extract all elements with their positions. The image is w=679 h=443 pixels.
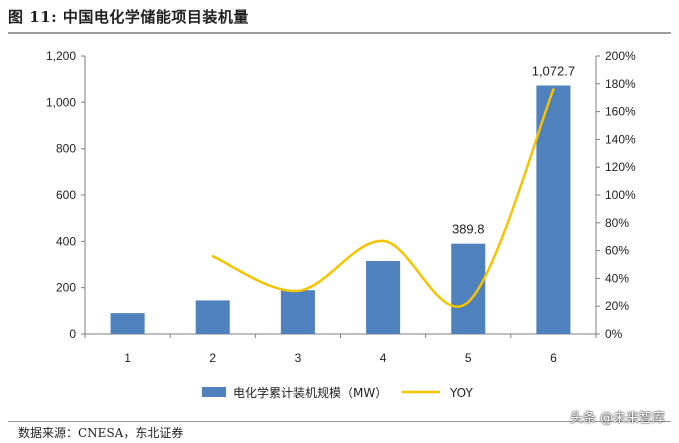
y-left-tick-label: 1,200 <box>46 49 76 63</box>
bar <box>451 243 486 334</box>
x-tick-label: 3 <box>295 351 302 365</box>
chart: 0 200 400 600 800 1,000 1,200 0% 20% 40% 60% 80% 100… <box>46 49 636 400</box>
bar-data-label: 1,072.7 <box>532 63 575 78</box>
x-tick-label: 4 <box>380 351 387 365</box>
x-tick-label: 2 <box>209 351 216 365</box>
source-note: 数据来源：CNESA，东北证券 <box>18 426 184 440</box>
bar <box>195 300 230 334</box>
bar <box>366 261 401 334</box>
watermark: 头条 @未来智库 <box>569 411 665 426</box>
bar <box>110 313 145 334</box>
x-tick-label: 1 <box>124 351 131 365</box>
y-right-tick-label: 160% <box>605 105 636 119</box>
line-series <box>211 88 555 308</box>
y-right-tick-label: 100% <box>605 188 636 202</box>
source-divider <box>8 421 671 422</box>
y-right-tick-label: 40% <box>605 271 629 285</box>
y-right-tick-label: 60% <box>605 244 629 258</box>
y-left-tick-label: 600 <box>56 188 76 202</box>
bar-series <box>110 85 571 334</box>
y-right-tick-label: 200% <box>605 49 636 63</box>
y-right-tick-label: 180% <box>605 77 636 91</box>
x-tick-label: 5 <box>465 351 472 365</box>
legend-label-line: YOY <box>449 386 473 400</box>
x-tick-label: 6 <box>550 351 557 365</box>
legend-swatch-bar <box>202 387 226 397</box>
y-left-tick-label: 200 <box>56 281 76 295</box>
bar <box>536 85 571 334</box>
y-right-tick-label: 0% <box>605 327 623 341</box>
y-left-tick-label: 0 <box>69 327 76 341</box>
legend: 电化学累计装机规模（MW） YOY <box>202 385 473 400</box>
title-divider <box>8 32 671 34</box>
y-right-tick-label: 80% <box>605 216 629 230</box>
y-right-tick-label: 20% <box>605 299 629 313</box>
bar-data-label: 389.8 <box>452 222 485 237</box>
y-left-tick-label: 1,000 <box>46 95 76 109</box>
figure-title: 图 11: 中国电化学储能项目装机量 <box>8 8 249 26</box>
y-left-tick-label: 800 <box>56 142 76 156</box>
data-labels: 389.8 1,072.7 <box>452 63 575 236</box>
chart-axes: 0 200 400 600 800 1,000 1,200 0% 20% 40% 60% 80% 100… <box>46 49 636 365</box>
y-right-tick-label: 140% <box>605 132 636 146</box>
legend-label-bar: 电化学累计装机规模（MW） <box>233 385 387 400</box>
yoy-line <box>211 88 555 308</box>
y-left-tick-label: 400 <box>56 234 76 248</box>
y-right-tick-label: 120% <box>605 160 636 174</box>
bar <box>280 290 315 334</box>
